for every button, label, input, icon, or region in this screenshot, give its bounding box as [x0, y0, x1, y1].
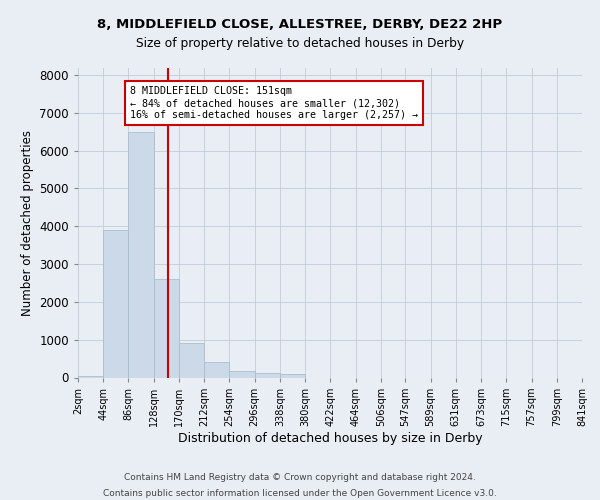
X-axis label: Distribution of detached houses by size in Derby: Distribution of detached houses by size … [178, 432, 482, 444]
Bar [204, 362, 229, 378]
Bar [254, 373, 280, 378]
Bar [229, 371, 254, 378]
Bar [78, 376, 103, 378]
Bar [103, 230, 128, 378]
Text: 8, MIDDLEFIELD CLOSE, ALLESTREE, DERBY, DE22 2HP: 8, MIDDLEFIELD CLOSE, ALLESTREE, DERBY, … [97, 18, 503, 30]
Text: Size of property relative to detached houses in Derby: Size of property relative to detached ho… [136, 38, 464, 51]
Y-axis label: Number of detached properties: Number of detached properties [21, 130, 34, 316]
Text: Contains public sector information licensed under the Open Government Licence v3: Contains public sector information licen… [103, 489, 497, 498]
Bar [280, 374, 305, 378]
Bar [154, 279, 179, 378]
Bar [179, 344, 204, 378]
Text: 8 MIDDLEFIELD CLOSE: 151sqm
← 84% of detached houses are smaller (12,302)
16% of: 8 MIDDLEFIELD CLOSE: 151sqm ← 84% of det… [130, 86, 418, 120]
Bar [128, 132, 154, 378]
Text: Contains HM Land Registry data © Crown copyright and database right 2024.: Contains HM Land Registry data © Crown c… [124, 472, 476, 482]
